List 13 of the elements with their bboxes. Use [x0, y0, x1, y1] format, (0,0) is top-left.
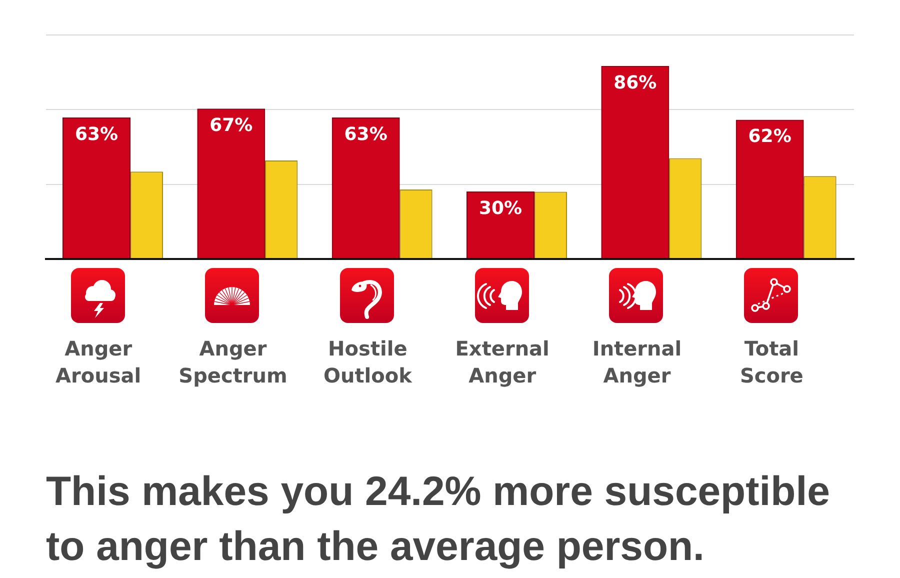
data-label: 63%	[74, 124, 118, 145]
x-tick-label: Total Score	[740, 336, 804, 388]
data-label: 62%	[748, 126, 792, 148]
x-tick-label: External Anger	[455, 336, 550, 388]
data-label: 30%	[478, 198, 522, 219]
x-tick-label: Anger Arousal	[56, 336, 142, 388]
x-tick-label: Anger Spectrum	[178, 336, 288, 388]
text: This makes you 24.2% more susceptible to anger than the average person.	[46, 467, 831, 571]
data-label: 63%	[344, 124, 388, 145]
data-label: 86%	[614, 72, 657, 94]
data-label: 67%	[210, 114, 253, 136]
x-tick-label: Hostile Outlook	[323, 336, 413, 388]
x-tick-label: Internal Anger	[592, 336, 682, 388]
